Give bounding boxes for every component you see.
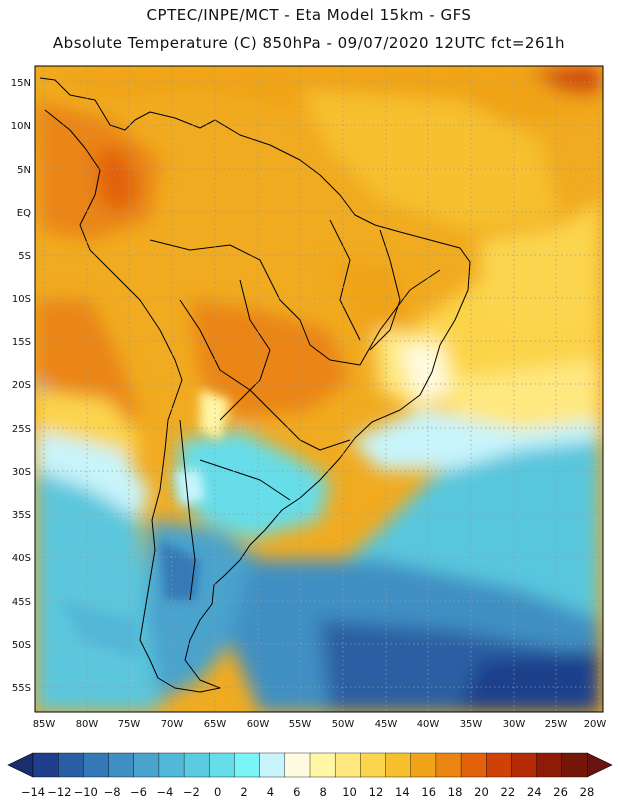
- colorbar-label: −10: [74, 785, 98, 799]
- lat-label: 5N: [17, 165, 31, 176]
- lon-label: 45W: [375, 719, 398, 730]
- colorbar-label: 14: [395, 785, 410, 799]
- colorbar: −14 −12 −10 −8 −6 −4 −2 0 2 4 6 8 10 12 14 16 18 20 22 24 26…: [7, 752, 613, 799]
- lon-label: 55W: [289, 719, 312, 730]
- colorbar-label: 2: [240, 785, 247, 799]
- colorbar-cell: [158, 752, 185, 778]
- lon-label: 85W: [33, 719, 56, 730]
- lat-label: 10S: [12, 294, 31, 305]
- lon-label: 75W: [118, 719, 141, 730]
- lat-label: 15N: [11, 78, 31, 89]
- lat-label: 45S: [12, 597, 31, 608]
- coastlines: [39, 77, 471, 693]
- lon-label: 25W: [545, 719, 568, 730]
- lon-label: 70W: [161, 719, 184, 730]
- colorbar-label: 20: [474, 785, 489, 799]
- colorbar-cell: [360, 752, 387, 778]
- lat-label: 40S: [12, 553, 31, 564]
- colorbar-cell: [259, 752, 286, 778]
- lon-label: 80W: [76, 719, 99, 730]
- colorbar-high-arrow: [586, 752, 613, 778]
- colorbar-cell: [57, 752, 84, 778]
- colorbar-cell: [410, 752, 437, 778]
- lat-label: 30S: [12, 467, 31, 478]
- colorbar-cell: [435, 752, 462, 778]
- colorbar-cell: [32, 752, 59, 778]
- colorbar-label: 18: [448, 785, 463, 799]
- lat-label: 35S: [12, 510, 31, 521]
- lat-label: 25S: [12, 424, 31, 435]
- lat-label: 10N: [11, 121, 31, 132]
- colorbar-cell: [284, 752, 311, 778]
- colorbar-cell: [460, 752, 487, 778]
- colorbar-label: −14: [21, 785, 45, 799]
- colorbar-label: 12: [369, 785, 384, 799]
- colorbar-label: 26: [553, 785, 568, 799]
- lat-label: EQ: [17, 208, 31, 219]
- colorbar-cell: [183, 752, 210, 778]
- graticule: [35, 66, 603, 712]
- colorbar-label: 24: [527, 785, 542, 799]
- colorbar-cell: [511, 752, 538, 778]
- colorbar-label: 10: [342, 785, 357, 799]
- colorbar-cell: [334, 752, 361, 778]
- colorbar-low-arrow: [7, 752, 34, 778]
- lon-label: 40W: [417, 719, 440, 730]
- colorbar-cell: [83, 752, 110, 778]
- colorbar-cell: [486, 752, 512, 778]
- colorbar-label: −6: [130, 785, 147, 799]
- map-frame: [34, 65, 604, 713]
- lon-label: 65W: [204, 719, 227, 730]
- colorbar-cell: [234, 752, 261, 778]
- colorbar-label: 4: [267, 785, 274, 799]
- lat-label: 55S: [12, 683, 31, 694]
- colorbar-label: −2: [183, 785, 200, 799]
- colorbar-cell: [133, 752, 160, 778]
- colorbar-label: 28: [580, 785, 595, 799]
- colorbar-label: 6: [293, 785, 300, 799]
- colorbar-cell: [561, 752, 588, 778]
- lat-label: 20S: [12, 380, 31, 391]
- latitude-labels: 15N 10N 5N EQ 5S 10S 15S 20S 25S 30S 35S…: [11, 78, 31, 694]
- colorbar-cell: [108, 752, 135, 778]
- colorbar-label: 22: [501, 785, 516, 799]
- colorbar-cell: [209, 752, 235, 778]
- colorbar-label: 8: [320, 785, 327, 799]
- colorbar-label: −12: [47, 785, 71, 799]
- colorbar-cell: [385, 752, 412, 778]
- lat-label: 5S: [18, 251, 31, 262]
- colorbar-label: 16: [421, 785, 436, 799]
- lon-label: 20W: [584, 719, 607, 730]
- temperature-field: [35, 66, 603, 712]
- lat-label: 50S: [12, 640, 31, 651]
- colorbar-label: −4: [156, 785, 173, 799]
- colorbar-label: 0: [214, 785, 221, 799]
- lon-label: 35W: [460, 719, 483, 730]
- lon-label: 50W: [332, 719, 355, 730]
- colorbar-cell: [309, 752, 336, 778]
- title-line-1: CPTEC/INPE/MCT - Eta Model 15km - GFS: [146, 6, 472, 24]
- title-line-2: Absolute Temperature (C) 850hPa - 09/07/…: [52, 34, 566, 52]
- longitude-labels: 85W 80W 75W 70W 65W 60W 55W 50W 45W 40W …: [33, 719, 607, 730]
- colorbar-cell: [536, 752, 563, 778]
- lat-label: 15S: [12, 337, 31, 348]
- lon-label: 60W: [247, 719, 270, 730]
- colorbar-label: −8: [104, 785, 121, 799]
- lon-label: 30W: [503, 719, 526, 730]
